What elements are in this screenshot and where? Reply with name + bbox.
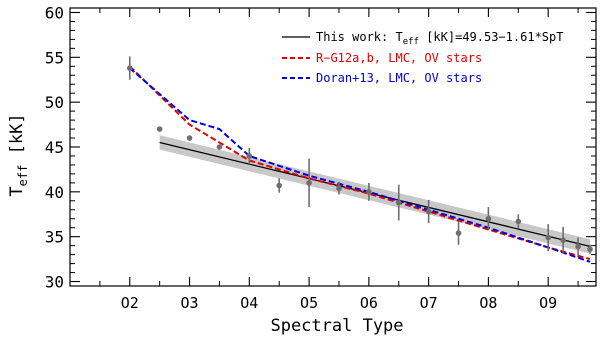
- x-tick-label-5: O7: [420, 294, 438, 312]
- data-point-8: [366, 189, 372, 195]
- y-tick-label-0: 30: [45, 273, 64, 292]
- legend-label-fit-pre: This work: T: [316, 30, 403, 44]
- x-tick-label-7: O9: [539, 294, 557, 312]
- data-point-9: [395, 199, 402, 206]
- ticks-layer: O2 O3 O4 O5 O6 O7 O8 O9 30 35 40 45 50 55 60: [45, 3, 596, 312]
- data-point-5: [276, 182, 283, 189]
- y-tick-label-4: 50: [45, 93, 64, 112]
- legend: This work: Teff [kK]=49.53−1.61*SpT R−G1…: [282, 30, 563, 85]
- x-tick-label-0: O2: [121, 294, 139, 312]
- data-point-15: [560, 237, 566, 244]
- y-tick-label-6: 60: [45, 3, 64, 22]
- x-tick-label-1: O3: [181, 294, 199, 312]
- legend-label-fit: This work: Teff [kK]=49.53−1.61*SpT: [316, 30, 563, 47]
- data-point-1: [156, 126, 163, 132]
- x-tick-label-4: O6: [360, 294, 378, 312]
- legend-label-fit-sub: eff: [403, 37, 419, 47]
- legend-label-rg12: R−G12a,b, LMC, OV stars: [316, 51, 482, 65]
- data-point-2: [186, 135, 193, 141]
- data-point-17: [587, 246, 593, 253]
- y-tick-label-2: 40: [45, 183, 64, 202]
- data-point-13: [515, 218, 522, 225]
- axes-layer: [69, 7, 597, 287]
- y-axis-label-main: T: [7, 186, 27, 196]
- data-point-10: [425, 208, 432, 215]
- y-axis-label-unit: [kK]: [7, 113, 27, 164]
- data-point-14: [545, 234, 551, 241]
- data-point-0: [126, 65, 133, 71]
- data-point-16: [575, 243, 581, 250]
- plot-frame: [69, 7, 597, 287]
- x-axis-label: Spectral Type: [270, 316, 403, 336]
- data-point-4: [246, 153, 253, 159]
- x-tick-label-2: O4: [240, 294, 258, 312]
- data-point-12: [485, 215, 492, 222]
- y-axis-label-sub: eff: [16, 165, 30, 187]
- y-axis-label: Teff [kK]: [7, 113, 30, 196]
- x-tick-label-3: O5: [300, 294, 318, 312]
- legend-label-fit-post: [kK]=49.53−1.61*SpT: [419, 30, 564, 44]
- y-tick-label-5: 55: [45, 48, 64, 67]
- data-points-layer: [126, 56, 593, 256]
- data-point-7: [336, 185, 342, 192]
- x-tick-label-6: O8: [479, 294, 497, 312]
- legend-label-doran13: Doran+13, LMC, OV stars: [316, 71, 482, 85]
- y-tick-label-1: 35: [45, 228, 64, 247]
- data-point-11: [455, 230, 462, 236]
- data-point-6: [306, 180, 312, 186]
- data-point-3: [216, 144, 223, 150]
- y-tick-label-3: 45: [45, 138, 64, 157]
